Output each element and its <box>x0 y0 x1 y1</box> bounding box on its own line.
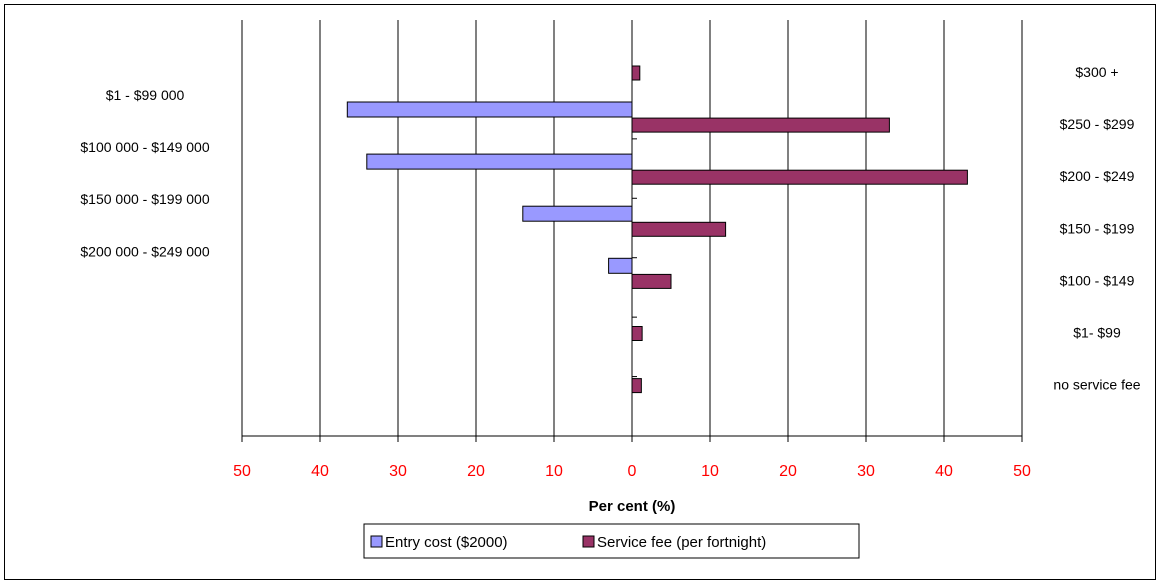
service-fee-bar <box>631 221 727 237</box>
service-fee-bar <box>631 273 672 289</box>
service-fee-bar <box>631 169 968 185</box>
legend-label-service-fee: Service fee (per fortnight) <box>597 534 766 551</box>
x-axis-title: Per cent (%) <box>589 498 676 515</box>
service-fee-category-label: $1- $99 <box>1073 325 1121 341</box>
entry-cost-category-label: $1 - $99 000 <box>106 87 185 103</box>
service-fee-category-label: no service fee <box>1053 377 1140 393</box>
bars <box>346 65 968 394</box>
x-tick-label: 30 <box>857 463 875 480</box>
entry-cost-bar <box>366 153 633 170</box>
service-fee-category-label: $100 - $149 <box>1060 272 1135 288</box>
service-fee-category-label: $150 - $199 <box>1060 220 1135 236</box>
x-tick-label: 40 <box>311 463 329 480</box>
x-tick-label: 0 <box>628 463 637 480</box>
legend-label-entry-cost: Entry cost ($2000) <box>385 534 508 551</box>
service-fee-bar <box>631 326 643 341</box>
entry-cost-bar <box>608 257 633 274</box>
service-fee-bar <box>631 117 890 133</box>
entry-cost-bar <box>522 205 633 222</box>
x-tick-label: 40 <box>935 463 953 480</box>
entry-cost-bar <box>346 101 633 118</box>
service-fee-category-label: $250 - $299 <box>1060 116 1135 132</box>
x-tick-label: 50 <box>233 463 251 480</box>
entry-cost-category-label: $150 000 - $199 000 <box>80 191 209 207</box>
x-tick-label: 20 <box>779 463 797 480</box>
x-tick-labels: 50 40 30 20 10 0 10 20 30 40 50 <box>233 463 1031 480</box>
x-tick-label: 10 <box>701 463 719 480</box>
service-fee-bar <box>631 65 641 81</box>
x-tick-label: 50 <box>1013 463 1031 480</box>
x-tick-label: 10 <box>545 463 563 480</box>
service-fee-bar <box>631 378 642 394</box>
entry-cost-category-label: $200 000 - $249 000 <box>80 243 209 259</box>
grid-lines <box>241 20 1023 442</box>
entry-cost-category-labels: $1 - $99 000 $100 000 - $149 000 $150 000 … <box>80 87 209 259</box>
x-tick-label: 30 <box>389 463 407 480</box>
service-fee-category-labels: $300 + $250 - $299 $200 - $249 $150 - $199 $… <box>1053 64 1140 393</box>
service-fee-category-label: $200 - $249 <box>1060 168 1135 184</box>
service-fee-category-label: $300 + <box>1075 64 1118 80</box>
x-tick-label: 20 <box>467 463 485 480</box>
chart-frame <box>4 4 1156 580</box>
legend-swatch-service-fee <box>582 535 595 548</box>
legend-box <box>363 523 860 559</box>
legend-swatch-entry-cost <box>370 535 383 548</box>
legend: Entry cost ($2000) Service fee (per fortn… <box>363 523 860 559</box>
entry-cost-category-label: $100 000 - $149 000 <box>80 139 209 155</box>
